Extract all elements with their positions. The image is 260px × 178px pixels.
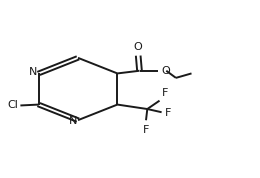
Text: O: O (162, 66, 170, 76)
Text: N: N (69, 116, 77, 126)
Text: F: F (143, 125, 149, 135)
Text: Cl: Cl (7, 100, 18, 111)
Text: O: O (134, 42, 142, 52)
Text: F: F (162, 88, 168, 98)
Text: N: N (29, 67, 37, 77)
Text: F: F (165, 108, 171, 118)
